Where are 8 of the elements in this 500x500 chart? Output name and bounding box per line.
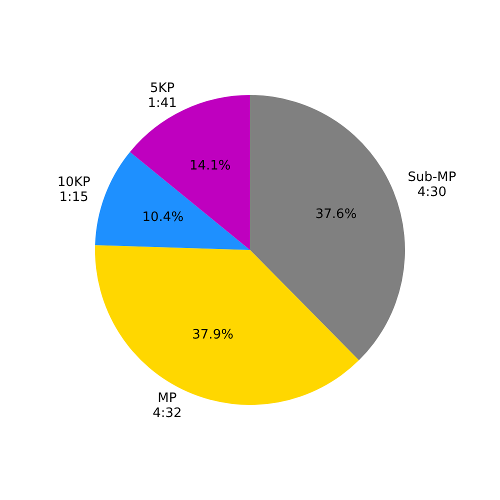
data-label: 14.1% — [189, 158, 231, 174]
data-label: 37.9% — [192, 328, 234, 343]
data-label: 37.6% — [315, 207, 357, 222]
data-label: 10.4% — [142, 210, 184, 225]
slice-label: 10KP 1:15 — [57, 175, 90, 206]
slice-label: 5KP 1:41 — [148, 80, 177, 111]
slice-label: MP 4:32 — [152, 391, 182, 422]
slice-label: Sub-MP 4:30 — [408, 170, 456, 200]
